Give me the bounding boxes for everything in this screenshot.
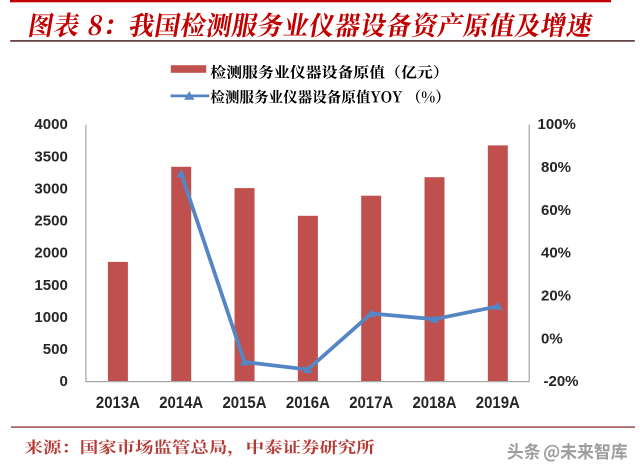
svg-text:40%: 40% <box>541 245 571 262</box>
svg-text:60%: 60% <box>541 202 571 219</box>
svg-text:3000: 3000 <box>34 181 67 198</box>
svg-text:2000: 2000 <box>34 245 67 262</box>
svg-text:-20%: -20% <box>544 373 579 390</box>
svg-text:100%: 100% <box>538 116 576 133</box>
svg-text:2014A: 2014A <box>159 394 203 412</box>
svg-text:4000: 4000 <box>34 116 67 133</box>
svg-text:3500: 3500 <box>34 148 67 165</box>
svg-text:2015A: 2015A <box>223 394 267 412</box>
svg-text:2500: 2500 <box>34 213 67 230</box>
svg-text:2013A: 2013A <box>96 394 140 412</box>
svg-text:0: 0 <box>59 373 67 390</box>
svg-text:500: 500 <box>43 341 68 358</box>
svg-text:80%: 80% <box>541 159 571 176</box>
svg-text:0%: 0% <box>541 330 563 347</box>
svg-text:2017A: 2017A <box>349 394 393 412</box>
svg-text:2018A: 2018A <box>413 394 457 412</box>
svg-text:2016A: 2016A <box>286 394 330 412</box>
svg-text:20%: 20% <box>541 288 571 305</box>
svg-text:1500: 1500 <box>34 277 67 294</box>
svg-text:1000: 1000 <box>34 309 67 326</box>
svg-text:2019A: 2019A <box>476 394 520 412</box>
